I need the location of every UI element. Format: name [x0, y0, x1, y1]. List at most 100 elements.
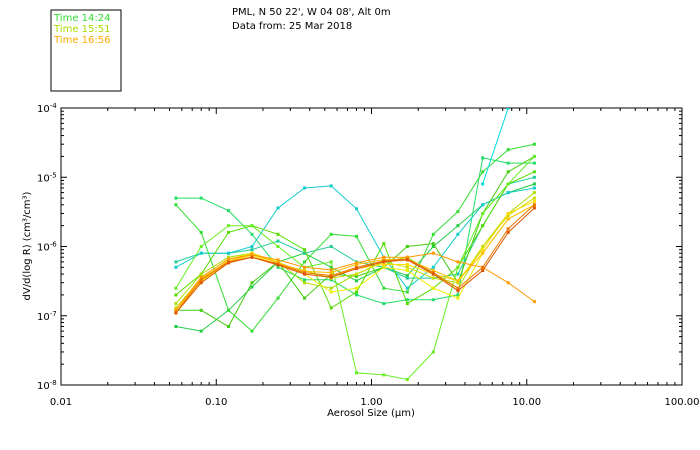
data-point	[532, 206, 536, 210]
series-s14	[174, 251, 536, 312]
data-point	[506, 182, 510, 186]
data-point	[174, 203, 178, 207]
data-point	[227, 255, 230, 259]
x-tick-label: 0.10	[205, 397, 227, 408]
data-point	[174, 325, 178, 328]
data-point	[276, 232, 280, 236]
data-point	[303, 272, 306, 276]
data-point	[532, 186, 536, 190]
data-point	[174, 286, 178, 290]
data-point	[506, 217, 510, 221]
data-point	[382, 255, 386, 259]
data-point	[355, 234, 358, 238]
series-s16	[174, 206, 536, 315]
data-point	[532, 203, 536, 207]
y-axis-label: dV/d(log R) (cm³/cm³)	[22, 191, 33, 300]
data-point	[456, 279, 460, 283]
data-point	[456, 296, 460, 300]
data-point	[431, 251, 435, 255]
data-point	[506, 148, 510, 152]
data-point	[382, 265, 386, 269]
data-point	[456, 281, 460, 285]
series-s17	[481, 108, 510, 186]
data-point	[199, 308, 203, 312]
data-point	[431, 242, 435, 246]
axis-ticks	[60, 108, 682, 386]
data-point	[303, 260, 306, 264]
data-point	[481, 224, 485, 228]
x-tick-label: 1.00	[360, 397, 382, 408]
data-point	[405, 298, 409, 302]
data-point	[276, 296, 280, 300]
data-point	[174, 293, 178, 297]
data-point	[532, 175, 536, 179]
data-point	[303, 278, 306, 282]
data-point	[174, 311, 178, 315]
data-point	[481, 170, 485, 174]
x-tick-label: 10.00	[512, 397, 541, 408]
data-point	[329, 290, 333, 294]
data-point	[329, 278, 333, 282]
data-point	[355, 267, 358, 271]
legend-box	[50, 9, 122, 92]
legend-label-1: Time 14:24	[53, 13, 110, 24]
data-point	[456, 260, 460, 264]
data-point	[303, 251, 306, 255]
data-point	[227, 325, 230, 328]
data-point	[456, 272, 460, 276]
data-point	[481, 203, 485, 207]
data-point	[405, 286, 409, 290]
data-point	[456, 293, 460, 297]
data-point	[532, 161, 536, 165]
data-point	[355, 279, 358, 283]
date-title: Data from: 25 Mar 2018	[232, 21, 352, 32]
data-point	[199, 272, 203, 276]
data-point	[532, 182, 536, 186]
data-point	[329, 184, 333, 188]
data-point	[303, 248, 306, 252]
data-point	[456, 286, 460, 290]
data-point	[481, 269, 485, 272]
data-point	[481, 265, 485, 269]
data-point	[250, 245, 254, 248]
y-tick-labels: 10-8 10-7 10-6 10-5 10-4	[37, 102, 57, 392]
series-line	[175, 155, 535, 328]
x-axis-label: Aerosol Size (μm)	[327, 408, 415, 419]
data-point	[355, 371, 358, 375]
data-point	[355, 274, 358, 278]
data-point	[276, 245, 280, 248]
data-point	[405, 258, 409, 262]
data-point	[532, 170, 536, 174]
data-point	[250, 285, 254, 289]
data-point	[431, 245, 435, 248]
series-s05	[174, 142, 536, 333]
data-point	[405, 302, 409, 306]
data-point	[481, 156, 485, 160]
data-point	[199, 275, 203, 279]
data-point	[355, 293, 358, 297]
data-point	[382, 302, 386, 306]
data-point	[174, 265, 178, 269]
data-point	[532, 142, 536, 146]
data-point	[506, 230, 510, 234]
data-point	[506, 161, 510, 165]
data-point	[456, 265, 460, 269]
data-point	[199, 329, 203, 333]
data-point	[329, 245, 333, 248]
data-point	[431, 232, 435, 236]
data-point	[227, 257, 230, 261]
data-point	[250, 255, 254, 259]
data-point	[431, 265, 435, 269]
data-point	[405, 265, 409, 269]
data-point	[481, 248, 485, 252]
data-point	[174, 196, 178, 200]
data-point	[456, 210, 460, 213]
data-point	[355, 290, 358, 294]
data-point	[405, 276, 409, 280]
data-point	[329, 306, 333, 310]
data-point	[303, 296, 306, 300]
data-point	[276, 265, 280, 269]
data-point	[227, 308, 230, 312]
y-tick-label: 10-8	[37, 379, 57, 392]
data-point	[174, 302, 178, 306]
